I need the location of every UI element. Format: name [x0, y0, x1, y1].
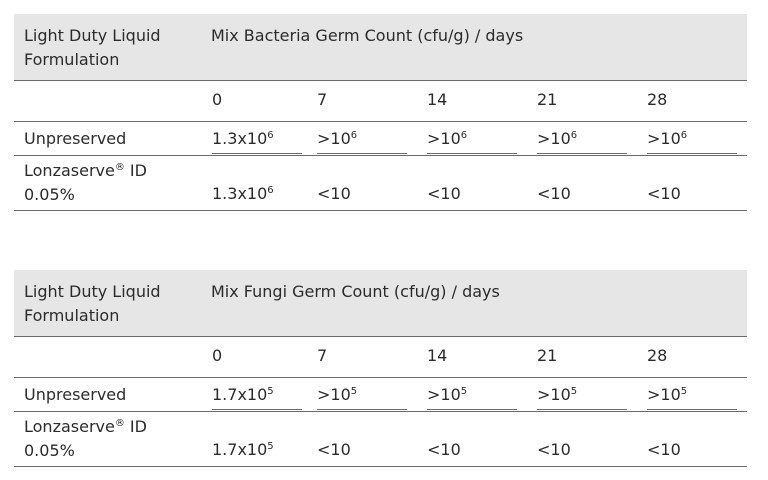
- cell-underline: [427, 409, 517, 410]
- formulation-header: Light Duty Liquid Formulation: [24, 26, 161, 69]
- table-row-lonzaserve: Lonzaserve® ID 0.05% 1.3x106 <10 <10 <10 …: [14, 156, 747, 211]
- cell-underline: [317, 409, 407, 410]
- value-cell: <10: [317, 184, 351, 203]
- value-cell: >106: [537, 129, 578, 148]
- fungi-germ-count-table: Light Duty Liquid Formulation Mix Fungi …: [14, 270, 747, 467]
- day-header: 28: [647, 90, 668, 109]
- row-label: Lonzaserve® ID 0.05%: [24, 417, 147, 460]
- value-cell: 1.3x106: [212, 184, 274, 203]
- bacteria-germ-count-table: Light Duty Liquid Formulation Mix Bacter…: [14, 14, 747, 211]
- value-cell: <10: [317, 440, 351, 459]
- value-cell: >105: [427, 385, 468, 404]
- value-cell: <10: [427, 184, 461, 203]
- day-header: 0: [212, 90, 223, 109]
- value-cell: >106: [647, 129, 688, 148]
- row-label: Unpreserved: [24, 129, 127, 148]
- value-cell: >106: [427, 129, 468, 148]
- table-header: Light Duty Liquid Formulation Mix Fungi …: [14, 270, 747, 337]
- cell-underline: [212, 153, 302, 154]
- cell-underline: [317, 153, 407, 154]
- value-cell: <10: [647, 440, 681, 459]
- day-header: 14: [427, 346, 448, 365]
- measure-header: Mix Fungi Germ Count (cfu/g) / days: [211, 282, 500, 301]
- value-cell: <10: [537, 440, 571, 459]
- value-cell: <10: [537, 184, 571, 203]
- day-header: 28: [647, 346, 668, 365]
- day-header: 21: [537, 346, 558, 365]
- measure-header: Mix Bacteria Germ Count (cfu/g) / days: [211, 26, 524, 45]
- day-header: 7: [317, 346, 328, 365]
- cell-underline: [537, 409, 627, 410]
- row-label: Unpreserved: [24, 385, 127, 404]
- days-row: 0 7 14 21 28: [14, 337, 747, 378]
- value-cell: <10: [647, 184, 681, 203]
- cell-underline: [212, 409, 302, 410]
- formulation-header: Light Duty Liquid Formulation: [24, 282, 161, 325]
- table-header: Light Duty Liquid Formulation Mix Bacter…: [14, 14, 747, 81]
- table-row-lonzaserve: Lonzaserve® ID 0.05% 1.7x105 <10 <10 <10 …: [14, 412, 747, 467]
- value-cell: >105: [537, 385, 578, 404]
- value-cell: 1.7x105: [212, 440, 274, 459]
- cell-underline: [427, 153, 517, 154]
- cell-underline: [647, 153, 737, 154]
- table-row-unpreserved: Unpreserved 1.7x105 >105 >105 >105 >105: [14, 378, 747, 412]
- cell-underline: [537, 153, 627, 154]
- day-header: 7: [317, 90, 328, 109]
- row-label: Lonzaserve® ID 0.05%: [24, 161, 147, 204]
- value-cell: <10: [427, 440, 461, 459]
- value-cell: >105: [647, 385, 688, 404]
- day-header: 14: [427, 90, 448, 109]
- value-cell: >106: [317, 129, 358, 148]
- value-cell: >105: [317, 385, 358, 404]
- value-cell: 1.7x105: [212, 385, 274, 404]
- value-cell: 1.3x106: [212, 129, 274, 148]
- cell-underline: [647, 409, 737, 410]
- days-row: 0 7 14 21 28: [14, 81, 747, 122]
- day-header: 0: [212, 346, 223, 365]
- table-row-unpreserved: Unpreserved 1.3x106 >106 >106 >106 >106: [14, 122, 747, 156]
- day-header: 21: [537, 90, 558, 109]
